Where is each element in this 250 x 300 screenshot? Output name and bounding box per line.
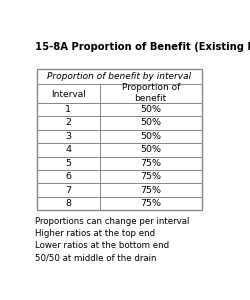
Text: 7: 7 — [65, 186, 71, 195]
Bar — [100, 143, 202, 157]
Bar — [100, 84, 202, 103]
Text: 5: 5 — [65, 159, 71, 168]
Bar — [100, 116, 202, 130]
Text: Higher ratios at the top end: Higher ratios at the top end — [35, 229, 155, 238]
Bar — [37, 143, 100, 157]
Text: 75%: 75% — [140, 172, 161, 181]
Bar — [100, 197, 202, 210]
Text: 50/50 at middle of the drain: 50/50 at middle of the drain — [35, 254, 156, 262]
Bar — [37, 70, 202, 210]
Bar — [100, 184, 202, 197]
Bar — [37, 116, 100, 130]
Text: 50%: 50% — [140, 145, 161, 154]
Text: 75%: 75% — [140, 186, 161, 195]
Text: 6: 6 — [65, 172, 71, 181]
Bar — [100, 103, 202, 116]
Bar — [37, 130, 100, 143]
Bar — [37, 70, 202, 84]
Text: Proportions can change per interval: Proportions can change per interval — [35, 217, 190, 226]
Text: 50%: 50% — [140, 132, 161, 141]
Text: Lower ratios at the bottom end: Lower ratios at the bottom end — [35, 242, 169, 250]
Text: Interval: Interval — [51, 89, 86, 98]
Text: 1: 1 — [65, 105, 71, 114]
Bar — [100, 130, 202, 143]
Bar — [100, 157, 202, 170]
Text: 75%: 75% — [140, 199, 161, 208]
Text: 50%: 50% — [140, 105, 161, 114]
Bar — [37, 170, 100, 184]
Bar — [37, 103, 100, 116]
Bar — [37, 157, 100, 170]
Text: 8: 8 — [65, 199, 71, 208]
Text: Proportion of benefit by interval: Proportion of benefit by interval — [47, 72, 192, 81]
Text: 75%: 75% — [140, 159, 161, 168]
Bar — [37, 84, 100, 103]
Bar — [100, 170, 202, 184]
Text: 50%: 50% — [140, 118, 161, 127]
Text: 4: 4 — [65, 145, 71, 154]
Bar — [37, 197, 100, 210]
Text: 3: 3 — [65, 132, 71, 141]
Text: 15-8A Proportion of Benefit (Existing Drain): 15-8A Proportion of Benefit (Existing Dr… — [35, 42, 250, 52]
Text: Proportion of
benefit: Proportion of benefit — [122, 83, 180, 103]
Text: 2: 2 — [65, 118, 71, 127]
Bar — [37, 184, 100, 197]
